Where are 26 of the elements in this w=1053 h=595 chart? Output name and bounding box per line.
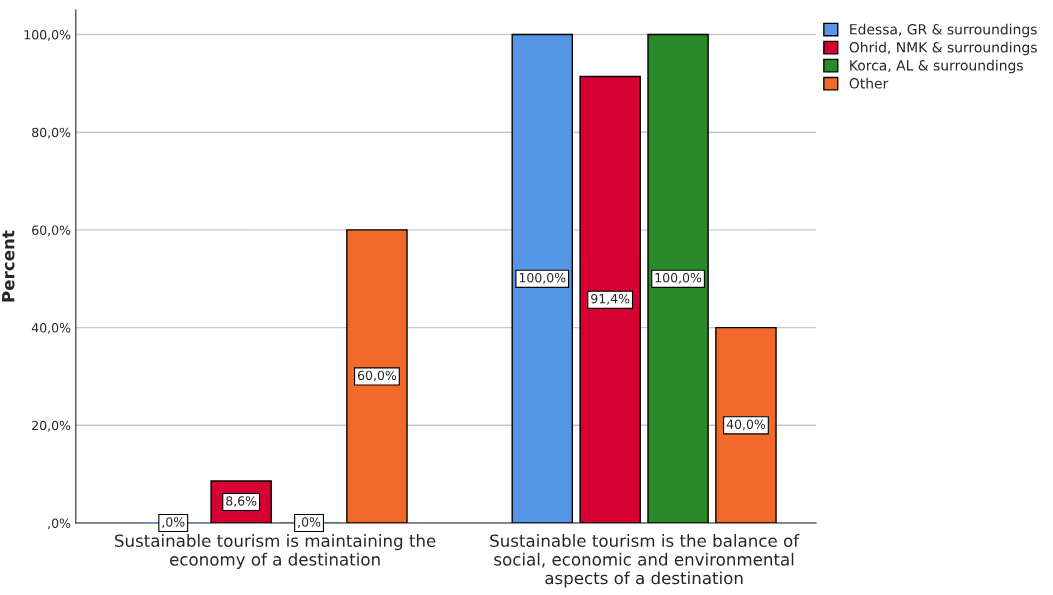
y-tick-label: 80,0% bbox=[32, 127, 71, 139]
data-label: 40,0% bbox=[726, 419, 766, 431]
legend-label: Other bbox=[849, 77, 889, 89]
x-tick-label: Sustainable tourism is maintaining the economy of a destination bbox=[115, 534, 436, 569]
data-label: ,0% bbox=[162, 517, 185, 528]
bar bbox=[579, 75, 641, 524]
legend-label: Korca, AL & surroundings bbox=[850, 59, 1023, 74]
data-label: 60,0% bbox=[357, 370, 397, 382]
data-label: ,0% bbox=[298, 517, 321, 528]
legend-label: Ohrid, NMK & surroundings bbox=[849, 41, 1037, 56]
bar bbox=[647, 33, 709, 524]
data-label: 100,0% bbox=[519, 272, 566, 284]
bar bbox=[511, 33, 574, 524]
y-tick-label: 20,0% bbox=[32, 420, 71, 432]
y-tick-label: 100,0% bbox=[24, 30, 71, 41]
y-axis-title: Percent bbox=[2, 230, 15, 302]
bar bbox=[346, 229, 408, 524]
data-label: 100,0% bbox=[655, 272, 702, 284]
y-tick-label: ,0% bbox=[48, 518, 71, 530]
data-label: 8,6% bbox=[226, 496, 257, 507]
data-label: 91,4% bbox=[591, 293, 630, 305]
y-tick-label: 40,0% bbox=[31, 323, 71, 334]
y-tick-label: 60,0% bbox=[32, 225, 71, 237]
legend-label: Edessa, GR & surroundings bbox=[850, 23, 1037, 38]
x-tick-label: Sustainable tourism is the balance of social, economic and environmental aspects of a destination bbox=[490, 534, 800, 588]
bar bbox=[715, 326, 777, 524]
